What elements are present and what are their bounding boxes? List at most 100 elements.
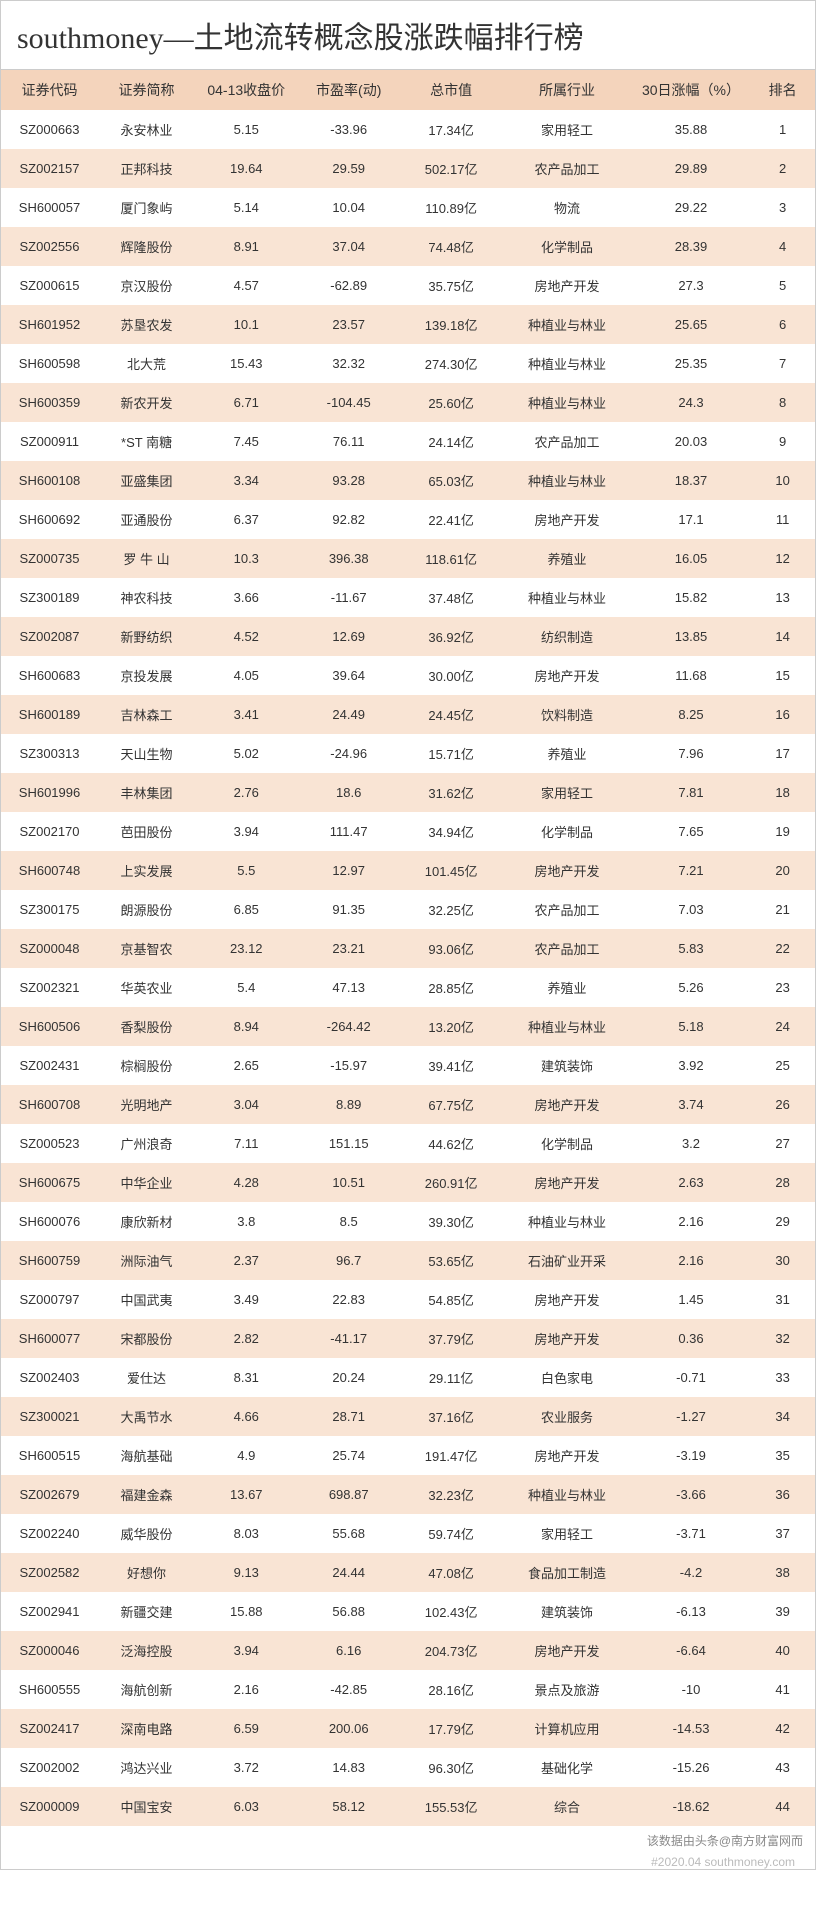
cell-name: 华英农业 [98, 968, 195, 1007]
cell-name: 海航基础 [98, 1436, 195, 1475]
cell-name: 中国宝安 [98, 1787, 195, 1826]
cell-name: 苏垦农发 [98, 305, 195, 344]
cell-name: 爱仕达 [98, 1358, 195, 1397]
cell-mcap: 44.62亿 [400, 1124, 502, 1163]
cell-price: 3.04 [195, 1085, 297, 1124]
cell-industry: 物流 [502, 188, 631, 227]
cell-chg: 16.05 [632, 539, 751, 578]
cell-price: 3.41 [195, 695, 297, 734]
cell-price: 5.4 [195, 968, 297, 1007]
cell-industry: 农产品加工 [502, 890, 631, 929]
cell-code: SZ300175 [1, 890, 98, 929]
cell-pe: 23.57 [297, 305, 399, 344]
cell-code: SZ002679 [1, 1475, 98, 1514]
cell-name: 京汉股份 [98, 266, 195, 305]
cell-name: 正邦科技 [98, 149, 195, 188]
cell-pe: 20.24 [297, 1358, 399, 1397]
cell-chg: 5.18 [632, 1007, 751, 1046]
cell-name: 鸿达兴业 [98, 1748, 195, 1787]
cell-rank: 43 [750, 1748, 815, 1787]
cell-rank: 35 [750, 1436, 815, 1475]
cell-pe: -42.85 [297, 1670, 399, 1709]
cell-code: SZ002941 [1, 1592, 98, 1631]
cell-name: 洲际油气 [98, 1241, 195, 1280]
table-row: SH600189吉林森工3.4124.4924.45亿饮料制造8.2516 [1, 695, 815, 734]
cell-price: 3.66 [195, 578, 297, 617]
cell-rank: 3 [750, 188, 815, 227]
cell-chg: -3.71 [632, 1514, 751, 1553]
cell-mcap: 96.30亿 [400, 1748, 502, 1787]
cell-industry: 种植业与林业 [502, 1007, 631, 1046]
cell-chg: 2.16 [632, 1241, 751, 1280]
cell-code: SZ002403 [1, 1358, 98, 1397]
table-row: SZ002157正邦科技19.6429.59502.17亿农产品加工29.892 [1, 149, 815, 188]
cell-price: 5.15 [195, 110, 297, 149]
cell-name: 新疆交建 [98, 1592, 195, 1631]
cell-industry: 白色家电 [502, 1358, 631, 1397]
cell-name: 厦门象屿 [98, 188, 195, 227]
cell-code: SH600076 [1, 1202, 98, 1241]
cell-mcap: 13.20亿 [400, 1007, 502, 1046]
cell-industry: 纺织制造 [502, 617, 631, 656]
cell-rank: 41 [750, 1670, 815, 1709]
cell-rank: 17 [750, 734, 815, 773]
cell-mcap: 39.30亿 [400, 1202, 502, 1241]
cell-name: 神农科技 [98, 578, 195, 617]
cell-industry: 农业服务 [502, 1397, 631, 1436]
cell-rank: 15 [750, 656, 815, 695]
cell-mcap: 30.00亿 [400, 656, 502, 695]
cell-rank: 10 [750, 461, 815, 500]
cell-code: SZ002240 [1, 1514, 98, 1553]
cell-chg: 18.37 [632, 461, 751, 500]
cell-code: SH600057 [1, 188, 98, 227]
cell-industry: 房地产开发 [502, 1436, 631, 1475]
cell-chg: 7.96 [632, 734, 751, 773]
cell-code: SH600515 [1, 1436, 98, 1475]
cell-industry: 景点及旅游 [502, 1670, 631, 1709]
cell-pe: 47.13 [297, 968, 399, 1007]
table-row: SH600759洲际油气2.3796.753.65亿石油矿业开采2.1630 [1, 1241, 815, 1280]
cell-pe: 76.11 [297, 422, 399, 461]
cell-industry: 种植业与林业 [502, 1202, 631, 1241]
cell-mcap: 24.14亿 [400, 422, 502, 461]
watermark-text: #2020.04 southmoney.com [1, 1855, 815, 1869]
table-row: SH600598北大荒15.4332.32274.30亿种植业与林业25.357 [1, 344, 815, 383]
cell-code: SZ002417 [1, 1709, 98, 1748]
table-body: SZ000663永安林业5.15-33.9617.34亿家用轻工35.881SZ… [1, 110, 815, 1826]
cell-rank: 39 [750, 1592, 815, 1631]
cell-mcap: 101.45亿 [400, 851, 502, 890]
footer-text: 该数据由头条@南方财富网而 [1, 1826, 815, 1855]
cell-code: SZ002431 [1, 1046, 98, 1085]
cell-name: 海航创新 [98, 1670, 195, 1709]
cell-rank: 21 [750, 890, 815, 929]
cell-code: SH601996 [1, 773, 98, 812]
cell-code: SZ000615 [1, 266, 98, 305]
cell-rank: 31 [750, 1280, 815, 1319]
cell-price: 4.57 [195, 266, 297, 305]
cell-rank: 2 [750, 149, 815, 188]
cell-rank: 18 [750, 773, 815, 812]
cell-mcap: 74.48亿 [400, 227, 502, 266]
cell-rank: 20 [750, 851, 815, 890]
cell-pe: 58.12 [297, 1787, 399, 1826]
cell-industry: 房地产开发 [502, 266, 631, 305]
cell-mcap: 53.65亿 [400, 1241, 502, 1280]
cell-price: 7.11 [195, 1124, 297, 1163]
cell-chg: -0.71 [632, 1358, 751, 1397]
table-row: SZ000735罗 牛 山10.3396.38118.61亿养殖业16.0512 [1, 539, 815, 578]
cell-chg: 35.88 [632, 110, 751, 149]
table-row: SZ002403爱仕达8.3120.2429.11亿白色家电-0.7133 [1, 1358, 815, 1397]
cell-industry: 房地产开发 [502, 1631, 631, 1670]
cell-industry: 综合 [502, 1787, 631, 1826]
cell-mcap: 37.16亿 [400, 1397, 502, 1436]
cell-rank: 14 [750, 617, 815, 656]
cell-chg: 7.03 [632, 890, 751, 929]
cell-mcap: 54.85亿 [400, 1280, 502, 1319]
cell-industry: 饮料制造 [502, 695, 631, 734]
cell-price: 3.94 [195, 812, 297, 851]
cell-chg: 0.36 [632, 1319, 751, 1358]
cell-pe: 22.83 [297, 1280, 399, 1319]
table-row: SH600506香梨股份8.94-264.4213.20亿种植业与林业5.182… [1, 1007, 815, 1046]
cell-pe: 698.87 [297, 1475, 399, 1514]
cell-price: 4.52 [195, 617, 297, 656]
